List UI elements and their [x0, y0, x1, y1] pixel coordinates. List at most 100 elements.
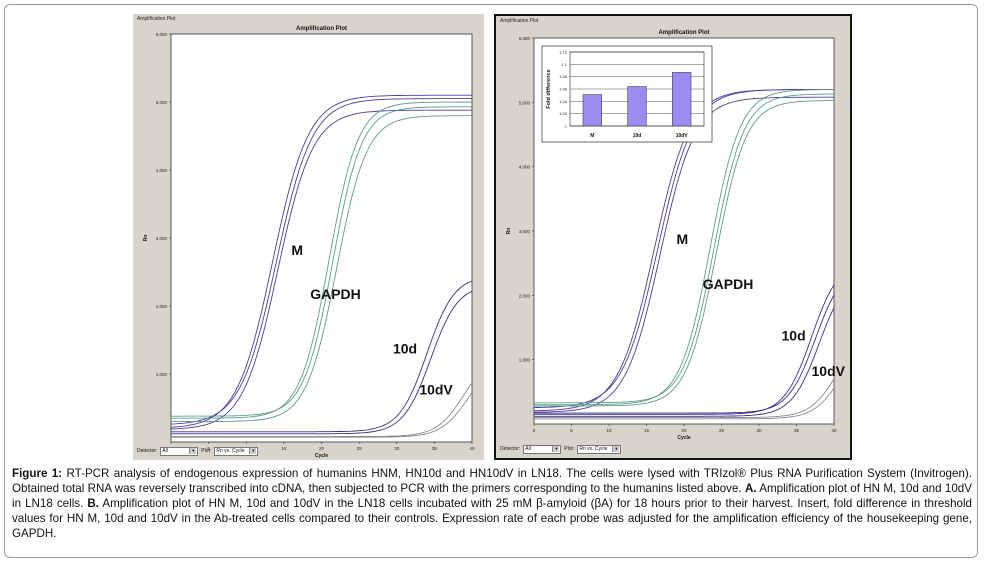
series-line-10dv	[534, 378, 835, 419]
series-label-m: M	[291, 242, 303, 258]
caption-label-a: A.	[744, 482, 757, 495]
series-label-10d: 10d	[782, 327, 806, 343]
inset-bar-m	[582, 94, 602, 127]
inset-category-label: 10dV	[676, 133, 689, 139]
caption-text-3: Amplification plot of HN M, 10d and 10dV…	[12, 497, 972, 540]
y-tick-label: 1,000	[156, 372, 168, 377]
x-tick-label: 5	[570, 428, 573, 433]
y-tick-label: 5,000	[519, 100, 531, 105]
inset-y-tick-label: 1.06	[559, 87, 568, 92]
series-line-gapdh	[534, 100, 835, 407]
y-tick-label: 5,000	[156, 100, 168, 105]
plot-select[interactable]: Rn vs. Cycle ▼	[214, 446, 259, 456]
inset-y-axis-label: Fold difference	[546, 69, 552, 108]
x-tick-label: 25	[719, 428, 725, 433]
y-axis-label: Rn	[143, 235, 149, 242]
series-label-10dv: 10dV	[419, 381, 453, 397]
x-tick-label: 40	[469, 446, 475, 451]
series-label-gapdh: GAPDH	[310, 286, 361, 302]
chevron-down-icon: ▼	[612, 446, 620, 452]
inset-bar-10d	[627, 86, 647, 127]
amplification-plot-b: Amplification Plot 1,000 2,000 3,000 4,000 5,…	[506, 30, 846, 441]
x-tick-label: 35	[794, 428, 800, 433]
y-tick-label: 3,000	[519, 229, 531, 234]
series-line-10d	[534, 294, 835, 414]
series-line-gapdh	[171, 101, 472, 419]
caption-text-1: RT-PCR analysis of endogenous expression…	[12, 467, 972, 495]
y-tick-label: 4,000	[519, 165, 531, 170]
series-line-10d	[171, 290, 473, 435]
series-line-gapdh	[534, 93, 834, 404]
series-line-gapdh	[171, 106, 472, 417]
series-label-10d: 10d	[393, 341, 417, 357]
x-tick-label: 10	[606, 428, 612, 433]
chevron-down-icon: ▼	[552, 446, 560, 452]
series-line-10dv	[171, 382, 473, 438]
inset-category-label: 10d	[633, 133, 642, 139]
y-tick-label: 4,000	[156, 168, 168, 173]
x-tick-label: 15	[644, 428, 650, 433]
x-tick-label: 5	[207, 446, 210, 451]
y-tick-label: 2,000	[519, 293, 531, 298]
detector-label: Detector:	[137, 448, 158, 454]
series-line-10dv	[171, 392, 473, 438]
panel-a: Amplification Plot Amplification Plot 1,0…	[133, 14, 484, 460]
panel-b: Amplification Plot Amplification Plot 1,0…	[494, 14, 852, 460]
y-tick-label: 6,000	[156, 32, 168, 37]
plot-label: Plot:	[564, 446, 575, 452]
panel-b-window-title: Amplification Plot	[500, 18, 539, 24]
series-line-gapdh	[534, 89, 835, 406]
caption-figure-label: Figure 1:	[12, 467, 63, 480]
y-tick-label: 3,000	[156, 236, 168, 241]
inset-y-tick-label: 1.08	[559, 74, 568, 79]
series-line-m	[533, 96, 834, 413]
y-tick-label: 1,000	[519, 358, 531, 363]
amplification-plot-a: Amplification Plot 1,000 2,000 3,000 4,000 5,…	[143, 26, 475, 459]
series-line-gapdh	[171, 115, 472, 423]
series-line-10d	[534, 284, 835, 415]
x-tick-label: 15	[281, 446, 287, 451]
x-tick-label: 30	[394, 446, 400, 451]
detector-select[interactable]: All ▼	[523, 444, 562, 454]
x-tick-label: 20	[319, 446, 325, 451]
x-tick-label: 30	[756, 428, 762, 433]
inset-y-tick-label: 1.02	[559, 111, 568, 116]
caption-label-b: B.	[87, 497, 99, 510]
panel-a-window-title: Amplification Plot	[137, 16, 176, 22]
chart-title: Amplification Plot	[659, 30, 710, 36]
series-label-m: M	[677, 231, 689, 247]
x-tick-label: 0	[533, 428, 536, 433]
y-tick-label: 6,000	[519, 36, 531, 41]
inset-bar-10dv	[672, 72, 692, 127]
series-line-10d	[534, 307, 835, 417]
panel-b-controls: Detector: All ▼ Plot: Rn vs. Cycle ▼	[500, 444, 622, 454]
x-tick-label: 25	[357, 446, 363, 451]
plot-select[interactable]: Rn vs. Cycle ▼	[577, 444, 622, 454]
detector-label: Detector:	[500, 446, 521, 452]
series-label-10dv: 10dV	[812, 363, 846, 379]
x-axis-label: Cycle	[677, 435, 691, 441]
series-line-10d	[171, 280, 473, 433]
figure-caption: Figure 1: RT-PCR analysis of endogenous …	[12, 466, 972, 541]
inset-y-tick-label: 1.12	[559, 50, 568, 55]
y-tick-label: 2,000	[156, 304, 168, 309]
x-tick-label: 40	[831, 428, 837, 433]
detector-select[interactable]: All ▼	[160, 446, 199, 456]
series-line-10dv	[534, 388, 835, 420]
x-axis-label: Cycle	[315, 453, 329, 459]
chevron-down-icon: ▼	[249, 448, 257, 454]
x-tick-label: 20	[681, 428, 687, 433]
inset-category-label: M	[590, 133, 594, 139]
y-axis-label: Rn	[506, 228, 512, 235]
x-tick-label: 35	[432, 446, 438, 451]
chart-title: Amplification Plot	[296, 26, 347, 32]
inset-y-tick-label: 1	[565, 124, 568, 129]
inset-y-tick-label: 1.1	[561, 62, 567, 67]
series-label-gapdh: GAPDH	[703, 276, 754, 292]
caption-text-2: Amplification plot of HN M, 10d and 10dV…	[12, 482, 972, 510]
series-line-m	[170, 98, 472, 425]
panel-a-controls: Detector: All ▼ Plot: Rn vs. Cycle ▼	[137, 446, 259, 456]
inset-y-tick-label: 1.04	[559, 99, 568, 104]
chevron-down-icon: ▼	[189, 448, 197, 454]
plot-area	[170, 33, 473, 443]
